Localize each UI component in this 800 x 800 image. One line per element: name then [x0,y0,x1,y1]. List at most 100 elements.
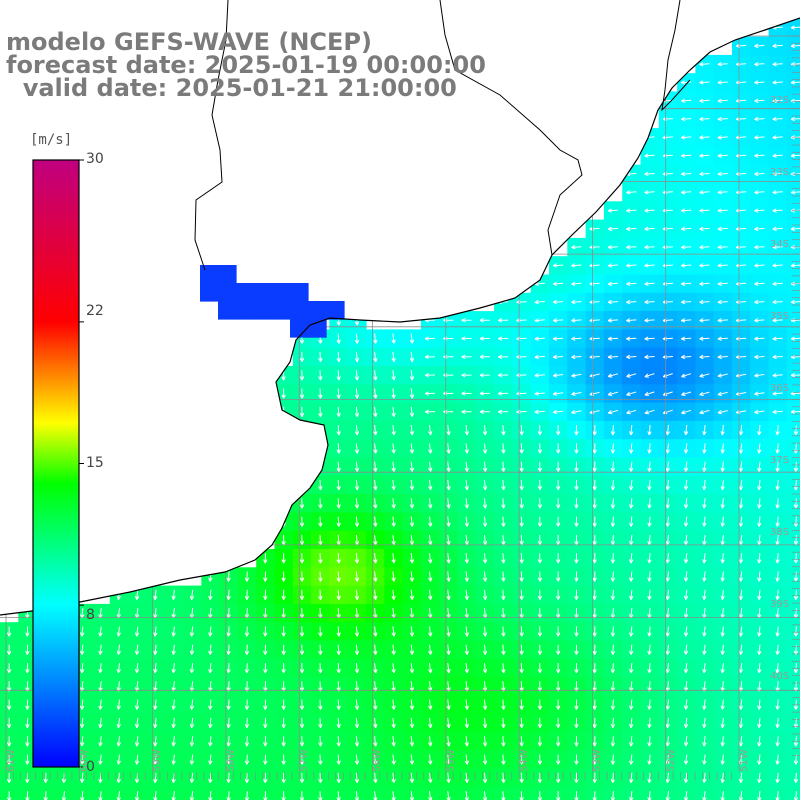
wind-arrow [738,626,744,637]
wind-arrow [552,299,564,305]
colorbar-tick-30: 30 [86,151,104,167]
wind-arrow [482,662,488,674]
wind-arrow [681,299,692,305]
wind-arrow [717,318,728,323]
estuary-cell [308,319,327,338]
wind-arrow [681,98,692,103]
wind-arrow [461,409,472,414]
wind-arrow [482,571,488,582]
wind-arrow [644,263,655,268]
valid-date: valid date: 2025-01-21 21:00:00 [6,74,457,102]
wind-arrow [299,406,305,417]
wind-arrow [681,336,692,341]
wind-arrow [754,226,765,232]
wind-arrow [373,553,378,564]
wind-arrow [738,461,744,472]
wind-arrow [446,626,451,637]
wind-arrow [681,135,692,140]
border-line [194,0,229,271]
wind-arrow [629,736,634,747]
wind-arrow [428,461,433,472]
wind-arrow [717,226,728,232]
wind-arrow [318,516,323,527]
wind-arrow [610,553,616,564]
wind-arrow [738,443,744,454]
wind-arrow [647,791,652,800]
wind-arrow [665,589,670,600]
wind-arrow [98,626,103,637]
wind-arrow [25,626,30,637]
wind-arrow [772,354,783,360]
lon-label-56w: 56W [372,749,383,772]
wind-arrow [409,461,415,472]
wind-arrow [519,754,524,765]
wind-arrow [6,626,12,637]
wind-arrow [793,534,799,546]
wind-arrow [610,443,616,454]
wind-arrow [134,662,140,674]
wind-arrow [626,391,637,396]
wind-arrow [336,534,341,546]
wind-arrow [683,736,689,747]
wind-arrow [354,626,360,637]
wind-arrow [555,461,561,472]
wind-arrow [428,479,433,491]
wind-arrow [702,516,707,527]
wind-arrow [464,498,469,509]
wind-arrow [552,336,564,341]
wind-arrow [610,425,616,436]
wind-arrow [644,190,655,195]
wind-arrow [391,498,396,509]
lon-label-58w: 58W [226,749,237,772]
wind-arrow [336,754,341,765]
wind-arrow [717,281,728,286]
coastline [0,0,800,616]
wind-arrow [683,589,689,600]
wind-arrow [354,461,360,472]
wind-arrow [354,498,360,509]
wind-arrow [354,571,360,582]
wind-arrow [116,772,121,783]
wind-arrow [461,391,472,396]
wind-arrow [354,772,360,783]
wind-arrow [318,479,323,491]
wind-arrow [519,553,524,564]
wind-arrow [98,699,103,710]
wind-arrow [592,461,597,472]
wind-arrow [683,534,689,546]
wind-arrow [537,553,543,564]
wind-arrow [244,699,250,710]
wind-arrow [592,553,597,564]
wind-arrow [189,736,195,747]
wind-arrow [681,171,692,177]
estuary-cell [272,301,291,320]
wind-arrow [446,699,451,710]
wind-arrow [373,516,378,527]
wind-arrow [263,553,268,564]
field-cell [786,494,800,513]
wind-arrow [391,553,396,564]
wind-arrow [189,772,195,783]
wind-arrow [665,498,670,509]
wind-arrow [555,754,561,765]
wind-arrow [610,754,616,765]
wind-arrow [665,461,670,472]
wind-arrow [189,699,195,710]
wind-arrow [699,354,710,360]
wind-arrow [482,736,488,747]
wind-arrow [738,717,744,729]
wind-arrow [699,98,710,103]
lat-label-37s: 37S [770,455,790,466]
wind-arrow [318,754,323,765]
wind-arrow [555,571,561,582]
wind-arrow [683,516,689,527]
wind-arrow [574,644,579,655]
wind-arrow [629,699,634,710]
colorbar-gradient [32,159,80,768]
wind-arrow [373,351,378,363]
wind-arrow [647,754,652,765]
wind-arrow [391,717,396,729]
wind-arrow [409,772,415,783]
wind-arrow [428,626,433,637]
wind-arrow [681,373,692,378]
